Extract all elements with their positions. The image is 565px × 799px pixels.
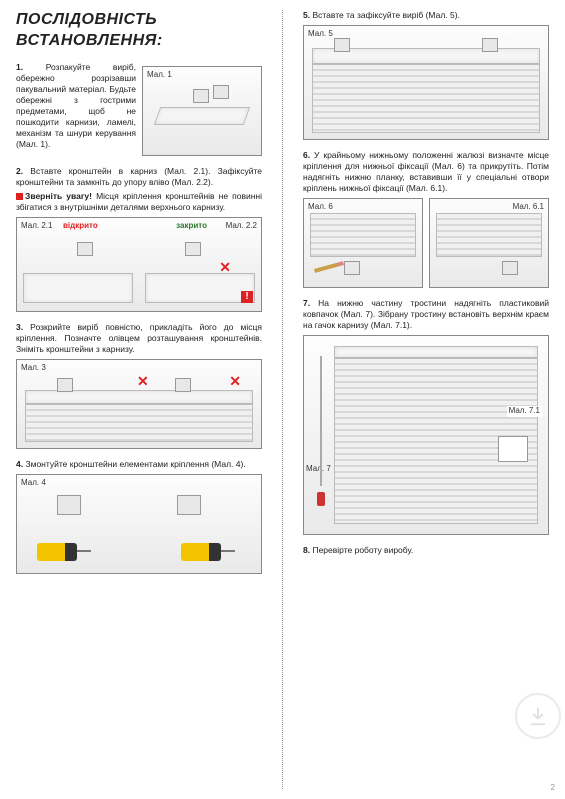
step-7-num: 7. — [303, 298, 310, 308]
cap-icon — [317, 492, 325, 506]
red-x-icon: ✕ — [229, 372, 241, 390]
step-5-num: 5. — [303, 10, 310, 20]
step-7-body: На нижню частину тростини надягніть плас… — [303, 298, 549, 330]
step-3-text: 3. Розкрийте виріб повністю, прикладіть … — [16, 322, 262, 355]
step-7-text: 7. На нижню частину тростини надягніть п… — [303, 298, 549, 331]
step-2-num: 2. — [16, 166, 23, 176]
step-3-num: 3. — [16, 322, 23, 332]
figure-4: Мал. 4 — [16, 474, 262, 574]
step-4-num: 4. — [16, 459, 23, 469]
step-8: 8. Перевірте роботу виробу. — [303, 545, 549, 556]
fig-open-label: відкрито — [63, 221, 98, 231]
step-4-body: Змонтуйте кронштейни елементами кріпленн… — [25, 459, 245, 469]
step-3: 3. Розкрийте виріб повністю, прикладіть … — [16, 322, 262, 449]
drill-icon — [37, 543, 77, 561]
warning-label: Зверніть увагу! — [25, 191, 92, 201]
step-3-body: Розкрийте виріб повністю, прикладіть йог… — [16, 322, 262, 354]
fig-71-label: Мал. 7.1 — [507, 406, 542, 416]
step-6-body: У крайньому нижньому положенні жалюзі ви… — [303, 150, 549, 193]
rod-icon — [320, 356, 322, 486]
figure-5: Мал. 5 — [303, 25, 549, 140]
fig-22-label: Мал. 2.2 — [226, 221, 257, 231]
column-divider — [282, 10, 283, 789]
figure-6-1: Мал. 6.1 — [429, 198, 549, 288]
figure-1: Мал. 1 — [142, 66, 262, 156]
step-2-body: Вставте кронштейн в карниз (Мал. 2.1). З… — [16, 166, 262, 187]
step-2: 2. Вставте кронштейн в карниз (Мал. 2.1)… — [16, 166, 262, 312]
fig-6-label: Мал. 6 — [308, 202, 333, 212]
drill-icon — [181, 543, 221, 561]
step-5: 5. Вставте та зафіксуйте виріб (Мал. 5).… — [303, 10, 549, 140]
step-5-text: 5. Вставте та зафіксуйте виріб (Мал. 5). — [303, 10, 549, 21]
step-1: Мал. 1 1. Розпакуйте виріб, обережно роз… — [16, 62, 262, 156]
figure-3: Мал. 3 ✕ ✕ — [16, 359, 262, 449]
step-6-num: 6. — [303, 150, 310, 160]
fig-61-label: Мал. 6.1 — [513, 202, 544, 212]
right-column: 5. Вставте та зафіксуйте виріб (Мал. 5).… — [303, 10, 549, 789]
step-2-warning: Зверніть увагу! Місця кріплення кронштей… — [16, 191, 262, 213]
figure-2: Мал. 2.1 відкрито закрито Мал. 2.2 ✕ ! — [16, 217, 262, 312]
step-8-body: Перевірте роботу виробу. — [312, 545, 413, 555]
page-title: ПОСЛІДОВНІСТЬ ВСТАНОВЛЕННЯ: — [16, 10, 262, 52]
step-2-text: 2. Вставте кронштейн в карниз (Мал. 2.1)… — [16, 166, 262, 188]
step-6-text: 6. У крайньому нижньому положенні жалюзі… — [303, 150, 549, 194]
step-8-num: 8. — [303, 545, 310, 555]
step-1-body: Розпакуйте виріб, обережно розрізавши па… — [16, 62, 136, 149]
step-4-text: 4. Змонтуйте кронштейни елементами кріпл… — [16, 459, 262, 470]
red-x-icon: ✕ — [137, 372, 149, 390]
fig-closed-label: закрито — [176, 221, 207, 231]
watermark-download-icon — [515, 693, 561, 739]
figure-7: Мал. 7.1 Мал. 7 — [303, 335, 549, 535]
fig-7-label: Мал. 7 — [306, 464, 331, 474]
fig-3-label: Мал. 3 — [21, 363, 46, 373]
warn-box-icon: ! — [241, 291, 253, 303]
fig-4-label: Мал. 4 — [21, 478, 46, 488]
step-7: 7. На нижню частину тростини надягніть п… — [303, 298, 549, 535]
step-4: 4. Змонтуйте кронштейни елементами кріпл… — [16, 459, 262, 574]
fig-21-label: Мал. 2.1 — [21, 221, 52, 231]
red-x-icon: ✕ — [219, 258, 231, 276]
page-number: 2 — [551, 783, 555, 793]
step-8-text: 8. Перевірте роботу виробу. — [303, 545, 549, 556]
warning-icon — [16, 193, 23, 200]
figure-6: Мал. 6 — [303, 198, 423, 288]
step-6: 6. У крайньому нижньому положенні жалюзі… — [303, 150, 549, 288]
left-column: ПОСЛІДОВНІСТЬ ВСТАНОВЛЕННЯ: Мал. 1 1. Ро… — [16, 10, 262, 789]
step-1-num: 1. — [16, 62, 23, 72]
fig-5-label: Мал. 5 — [308, 29, 333, 39]
step-5-body: Вставте та зафіксуйте виріб (Мал. 5). — [312, 10, 459, 20]
pencil-icon — [314, 261, 344, 273]
fig-1-label: Мал. 1 — [147, 70, 172, 80]
